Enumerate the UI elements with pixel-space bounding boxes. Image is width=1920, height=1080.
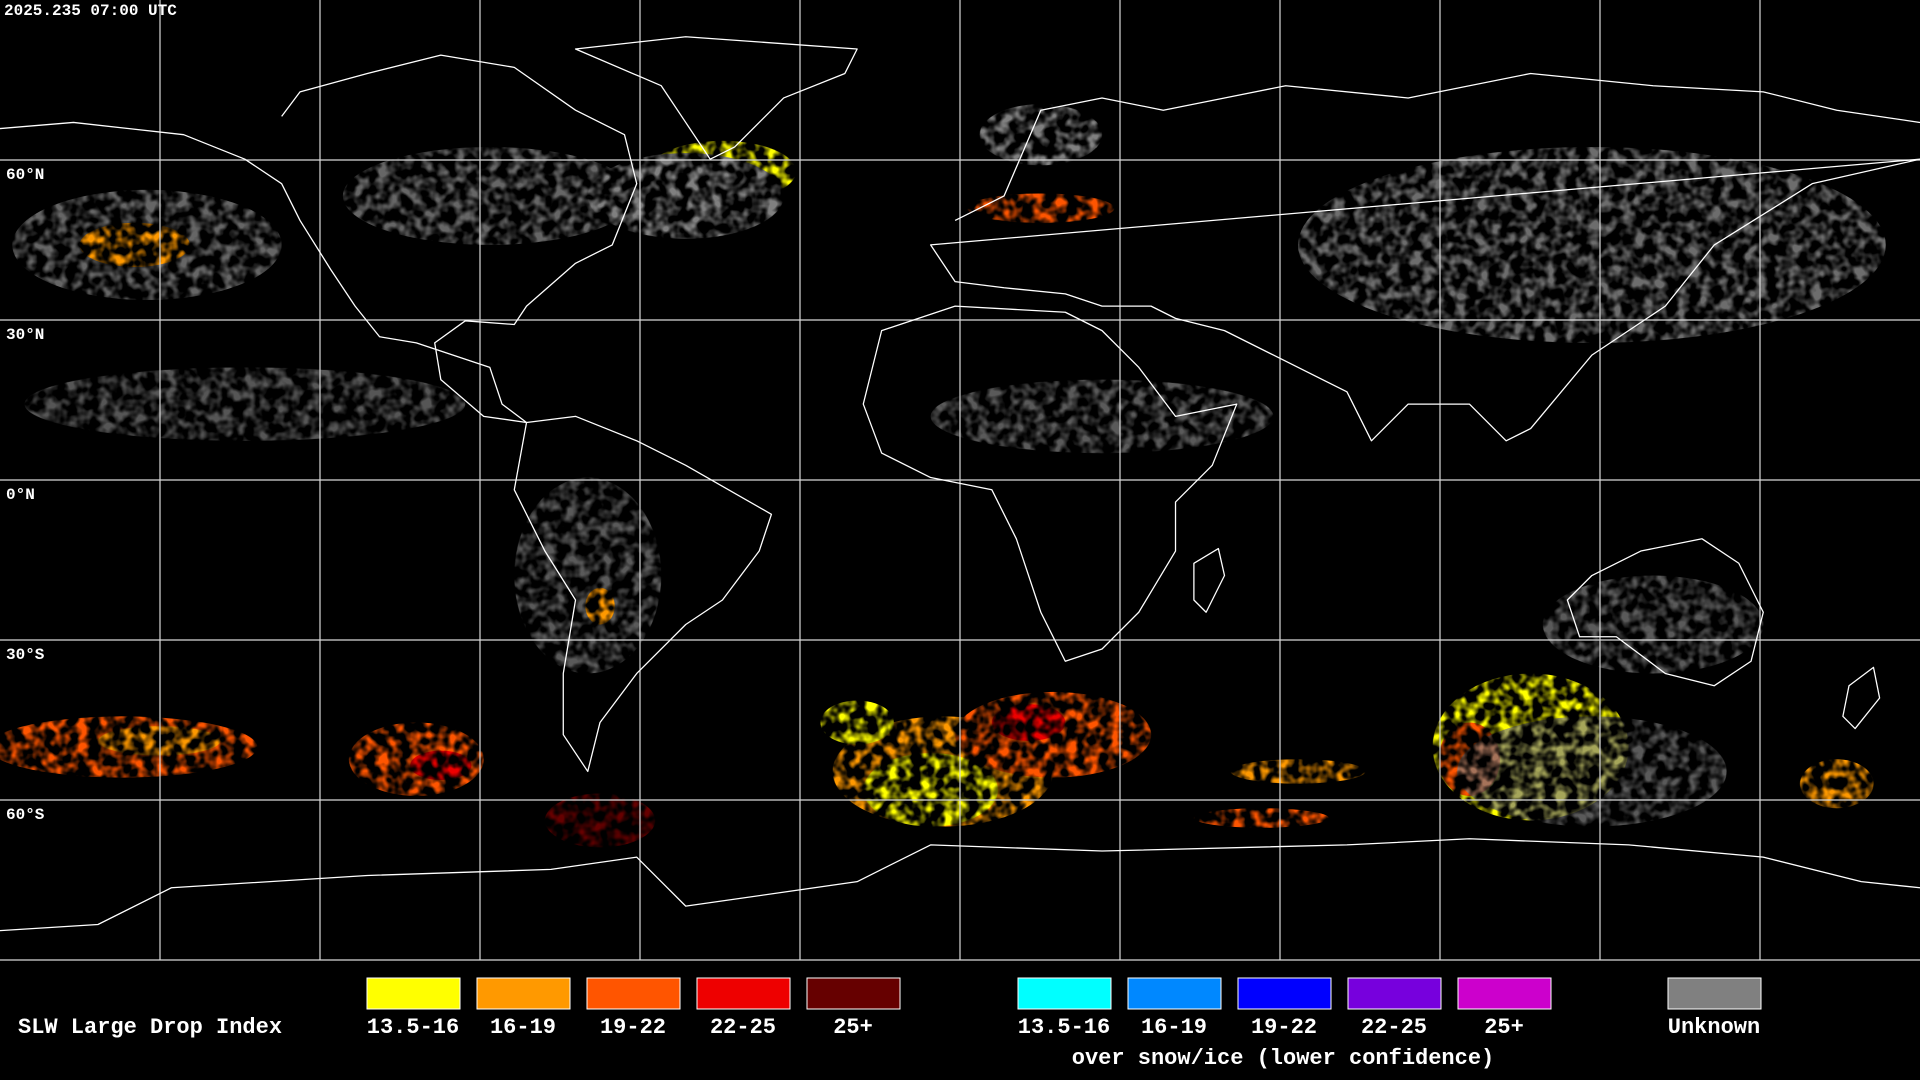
- cloud-area: [544, 793, 656, 848]
- latitude-label: 60°N: [6, 166, 44, 184]
- legend-swatch: [366, 977, 461, 1010]
- legend-label: 13.5-16: [1018, 1015, 1110, 1040]
- unknown-area: [1457, 716, 1727, 827]
- legend-title: SLW Large Drop Index: [18, 1015, 282, 1040]
- timestamp: 2025.235 07:00 UTC: [4, 2, 177, 20]
- unknown-area: [979, 104, 1103, 166]
- legend-label: 19-22: [1251, 1015, 1317, 1040]
- legend-swatch: [1667, 977, 1762, 1010]
- legend-label: 22-25: [1361, 1015, 1427, 1040]
- cloud-fields: [0, 104, 1886, 848]
- legend-label: 19-22: [600, 1015, 666, 1040]
- coastlines: [0, 36, 1920, 932]
- latitude-label: 0°N: [6, 486, 35, 504]
- legend-label: 16-19: [1141, 1015, 1207, 1040]
- unknown-area: [514, 477, 662, 674]
- cloud-area: [585, 587, 615, 625]
- new-zealand: [1842, 666, 1881, 730]
- unknown-area: [342, 146, 637, 245]
- legend-swatch: [1017, 977, 1112, 1010]
- madagascar: [1193, 547, 1226, 613]
- cloud-area: [97, 726, 221, 756]
- cloud-area: [1193, 808, 1329, 828]
- cloud-area: [991, 704, 1066, 741]
- legend-swatch: [696, 977, 791, 1010]
- africa: [862, 305, 1238, 662]
- cloud-area: [1230, 759, 1366, 784]
- cloud-area: [820, 700, 894, 745]
- greenland: [574, 36, 858, 160]
- legend-swatch: [476, 977, 571, 1010]
- north-america: [0, 54, 638, 424]
- unknown-area: [1297, 146, 1886, 343]
- latitude-label: 30°N: [6, 326, 44, 344]
- cloud-area: [967, 193, 1115, 223]
- south-america: [513, 415, 773, 773]
- legend-label: Unknown: [1668, 1015, 1760, 1040]
- latitude-label: 60°S: [6, 806, 45, 824]
- legend-caption: over snow/ice (lower confidence): [1072, 1046, 1494, 1071]
- unknown-area: [1542, 575, 1764, 674]
- unknown-area: [24, 367, 466, 441]
- legend-label: 25+: [833, 1015, 873, 1040]
- graticule: [0, 0, 1920, 961]
- legend-swatch: [586, 977, 681, 1010]
- antarctica: [0, 838, 1920, 932]
- legend-swatch: [806, 977, 901, 1010]
- legend-swatch: [1347, 977, 1442, 1010]
- legend: SLW Large Drop Index over snow/ice (lowe…: [18, 977, 1762, 1071]
- legend-label: 22-25: [710, 1015, 776, 1040]
- eurasia: [929, 72, 1920, 442]
- legend-label: 13.5-16: [367, 1015, 459, 1040]
- legend-label: 16-19: [490, 1015, 556, 1040]
- cloud-area: [863, 753, 998, 827]
- cloud-area: [79, 222, 190, 267]
- legend-swatch: [1237, 977, 1332, 1010]
- cloud-area: [1800, 759, 1874, 809]
- legend-swatch: [1127, 977, 1222, 1010]
- unknown-area: [930, 379, 1274, 454]
- legend-swatch: [1457, 977, 1552, 1010]
- legend-label: 25+: [1484, 1015, 1524, 1040]
- cloud-area: [410, 750, 472, 781]
- unknown-area: [587, 153, 784, 239]
- latitude-labels: 60°N 30°N 0°N 30°S 60°S: [6, 166, 45, 824]
- australia: [1566, 538, 1764, 687]
- latitude-label: 30°S: [6, 646, 45, 664]
